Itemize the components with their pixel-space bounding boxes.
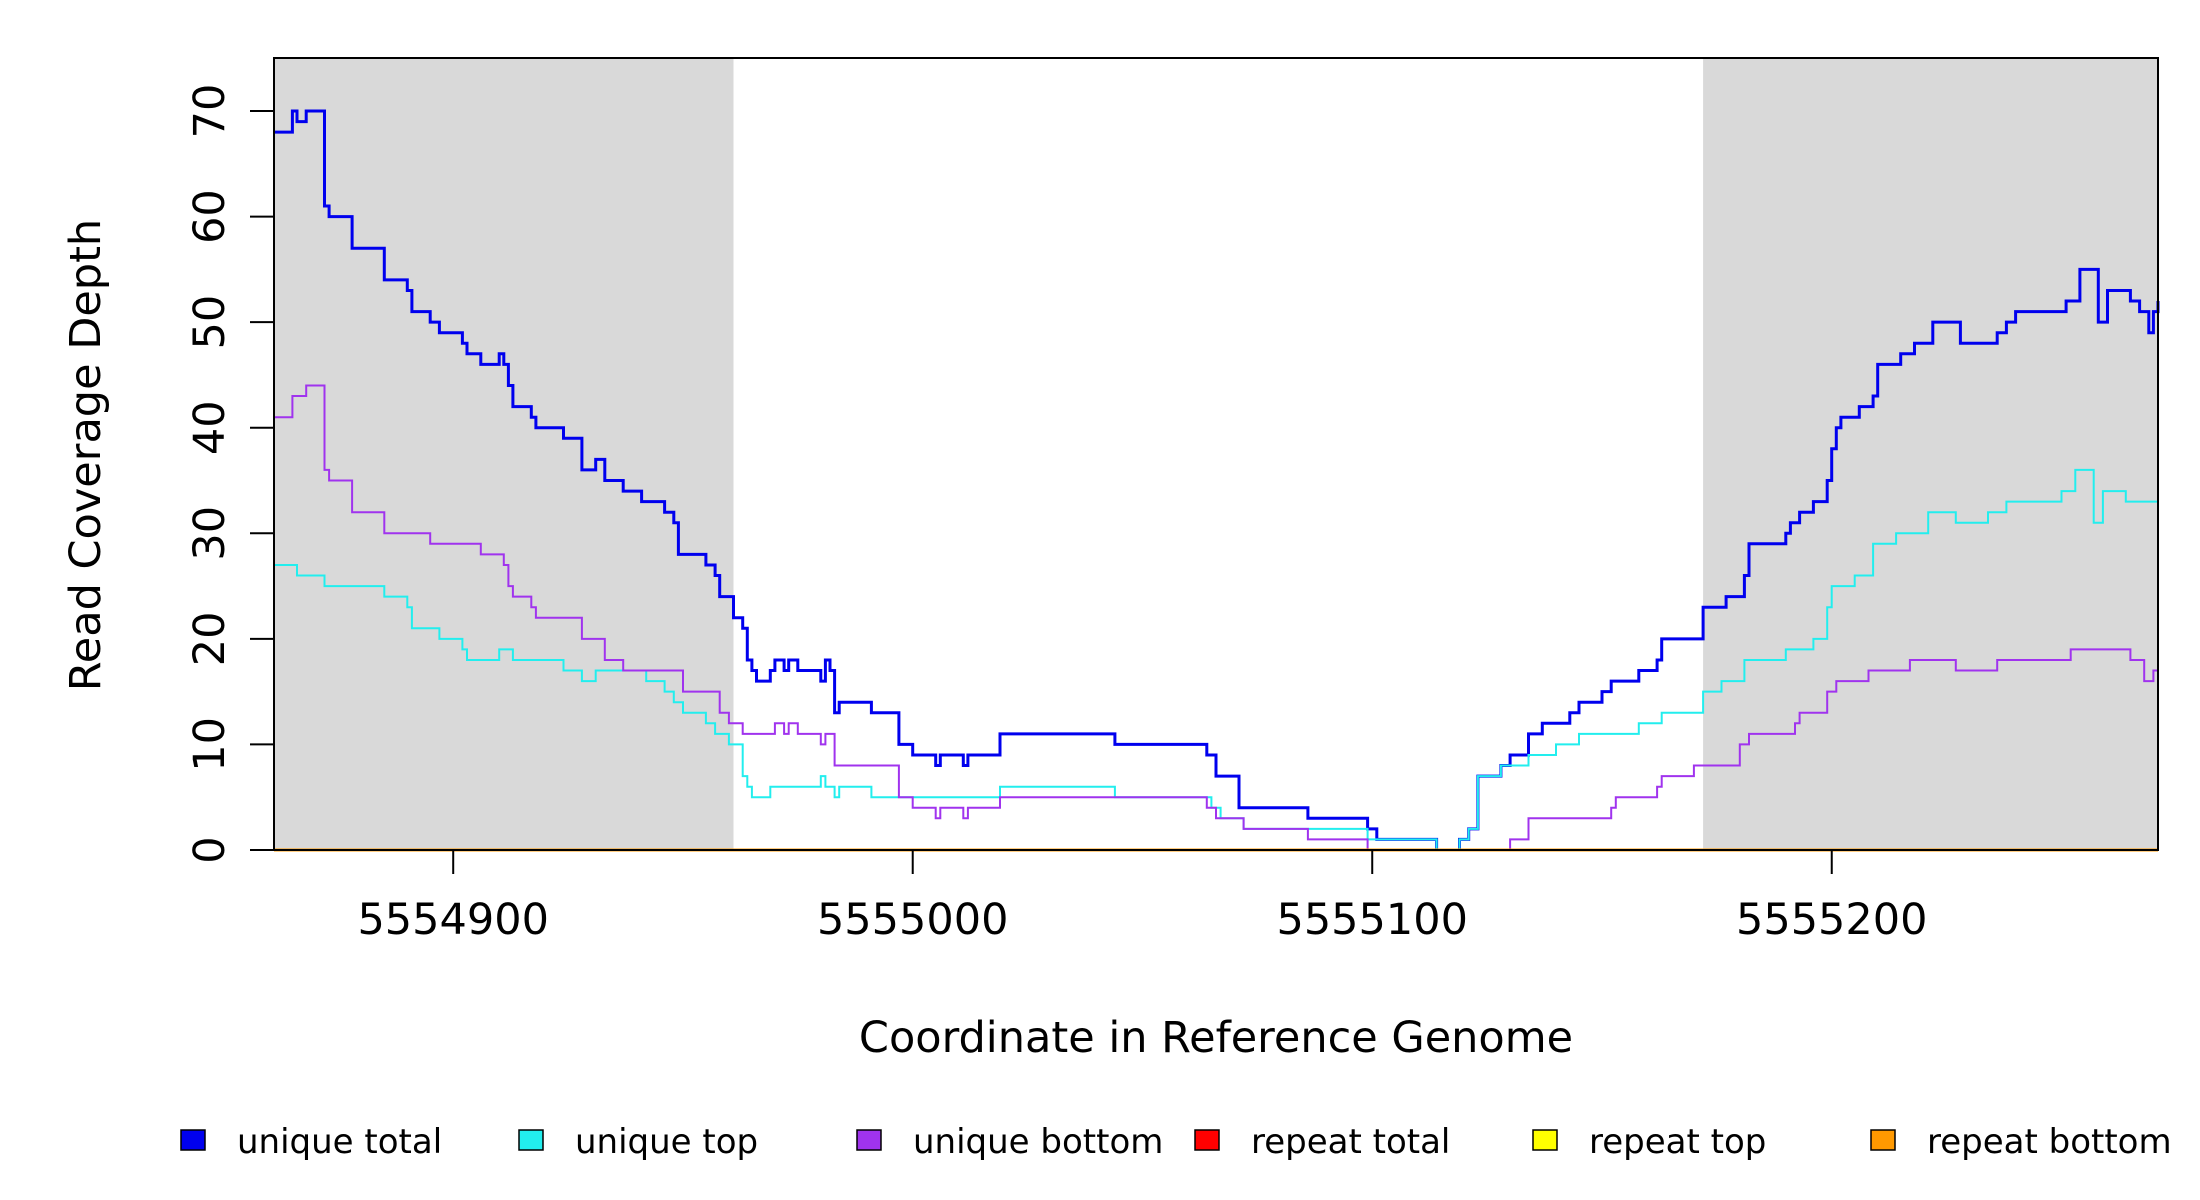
shaded-regions: [274, 58, 2158, 850]
shaded-region-2: [1703, 58, 2158, 850]
y-tick-label: 20: [185, 611, 235, 666]
x-tick-label: 5554900: [357, 895, 549, 945]
x-tick-label: 5555000: [817, 895, 1009, 945]
y-tick-label: 50: [185, 295, 235, 350]
x-axis-title: Coordinate in Reference Genome: [859, 1013, 1573, 1063]
legend-label-repeat-bottom: repeat bottom: [1927, 1122, 2172, 1162]
legend-swatch-unique-total: [180, 1129, 206, 1151]
y-tick-label: 30: [185, 506, 235, 561]
legend-swatch-unique-top: [518, 1129, 544, 1151]
series-line-unique-top: [274, 468, 2158, 851]
legend-swatch-repeat-bottom: [1870, 1129, 1896, 1151]
series-line-unique-total: [274, 109, 2160, 852]
legend-swatch-repeat-total: [1194, 1129, 1220, 1151]
legend-label-unique-bottom: unique bottom: [913, 1122, 1163, 1162]
y-tick-label: 40: [185, 400, 235, 455]
legend-label-repeat-total: repeat total: [1251, 1122, 1450, 1162]
x-tick-label: 5555100: [1276, 895, 1468, 945]
legend-label-repeat-top: repeat top: [1589, 1122, 1766, 1162]
x-axis: 5554900 5555000 5555100 5555200: [357, 850, 1928, 945]
y-tick-label: 70: [185, 84, 235, 139]
y-axis-title: Read Coverage Depth: [61, 219, 111, 691]
series-line-unique-bottom: [274, 384, 2159, 851]
shaded-region-1: [274, 58, 734, 850]
y-axis: 0 10 20 30 40 50 60 70: [185, 84, 274, 864]
y-tick-label: 10: [185, 717, 235, 772]
legend-swatch-unique-bottom: [856, 1129, 882, 1151]
y-tick-label: 60: [185, 189, 235, 244]
y-tick-label: 0: [185, 836, 235, 863]
plot-frame: [273, 57, 2159, 851]
x-tick-label: 5555200: [1736, 895, 1928, 945]
legend: unique total unique top unique bottom repea…: [180, 1122, 2172, 1162]
legend-label-unique-top: unique top: [575, 1122, 758, 1162]
legend-swatch-repeat-top: [1532, 1129, 1558, 1151]
legend-label-unique-total: unique total: [237, 1122, 442, 1162]
